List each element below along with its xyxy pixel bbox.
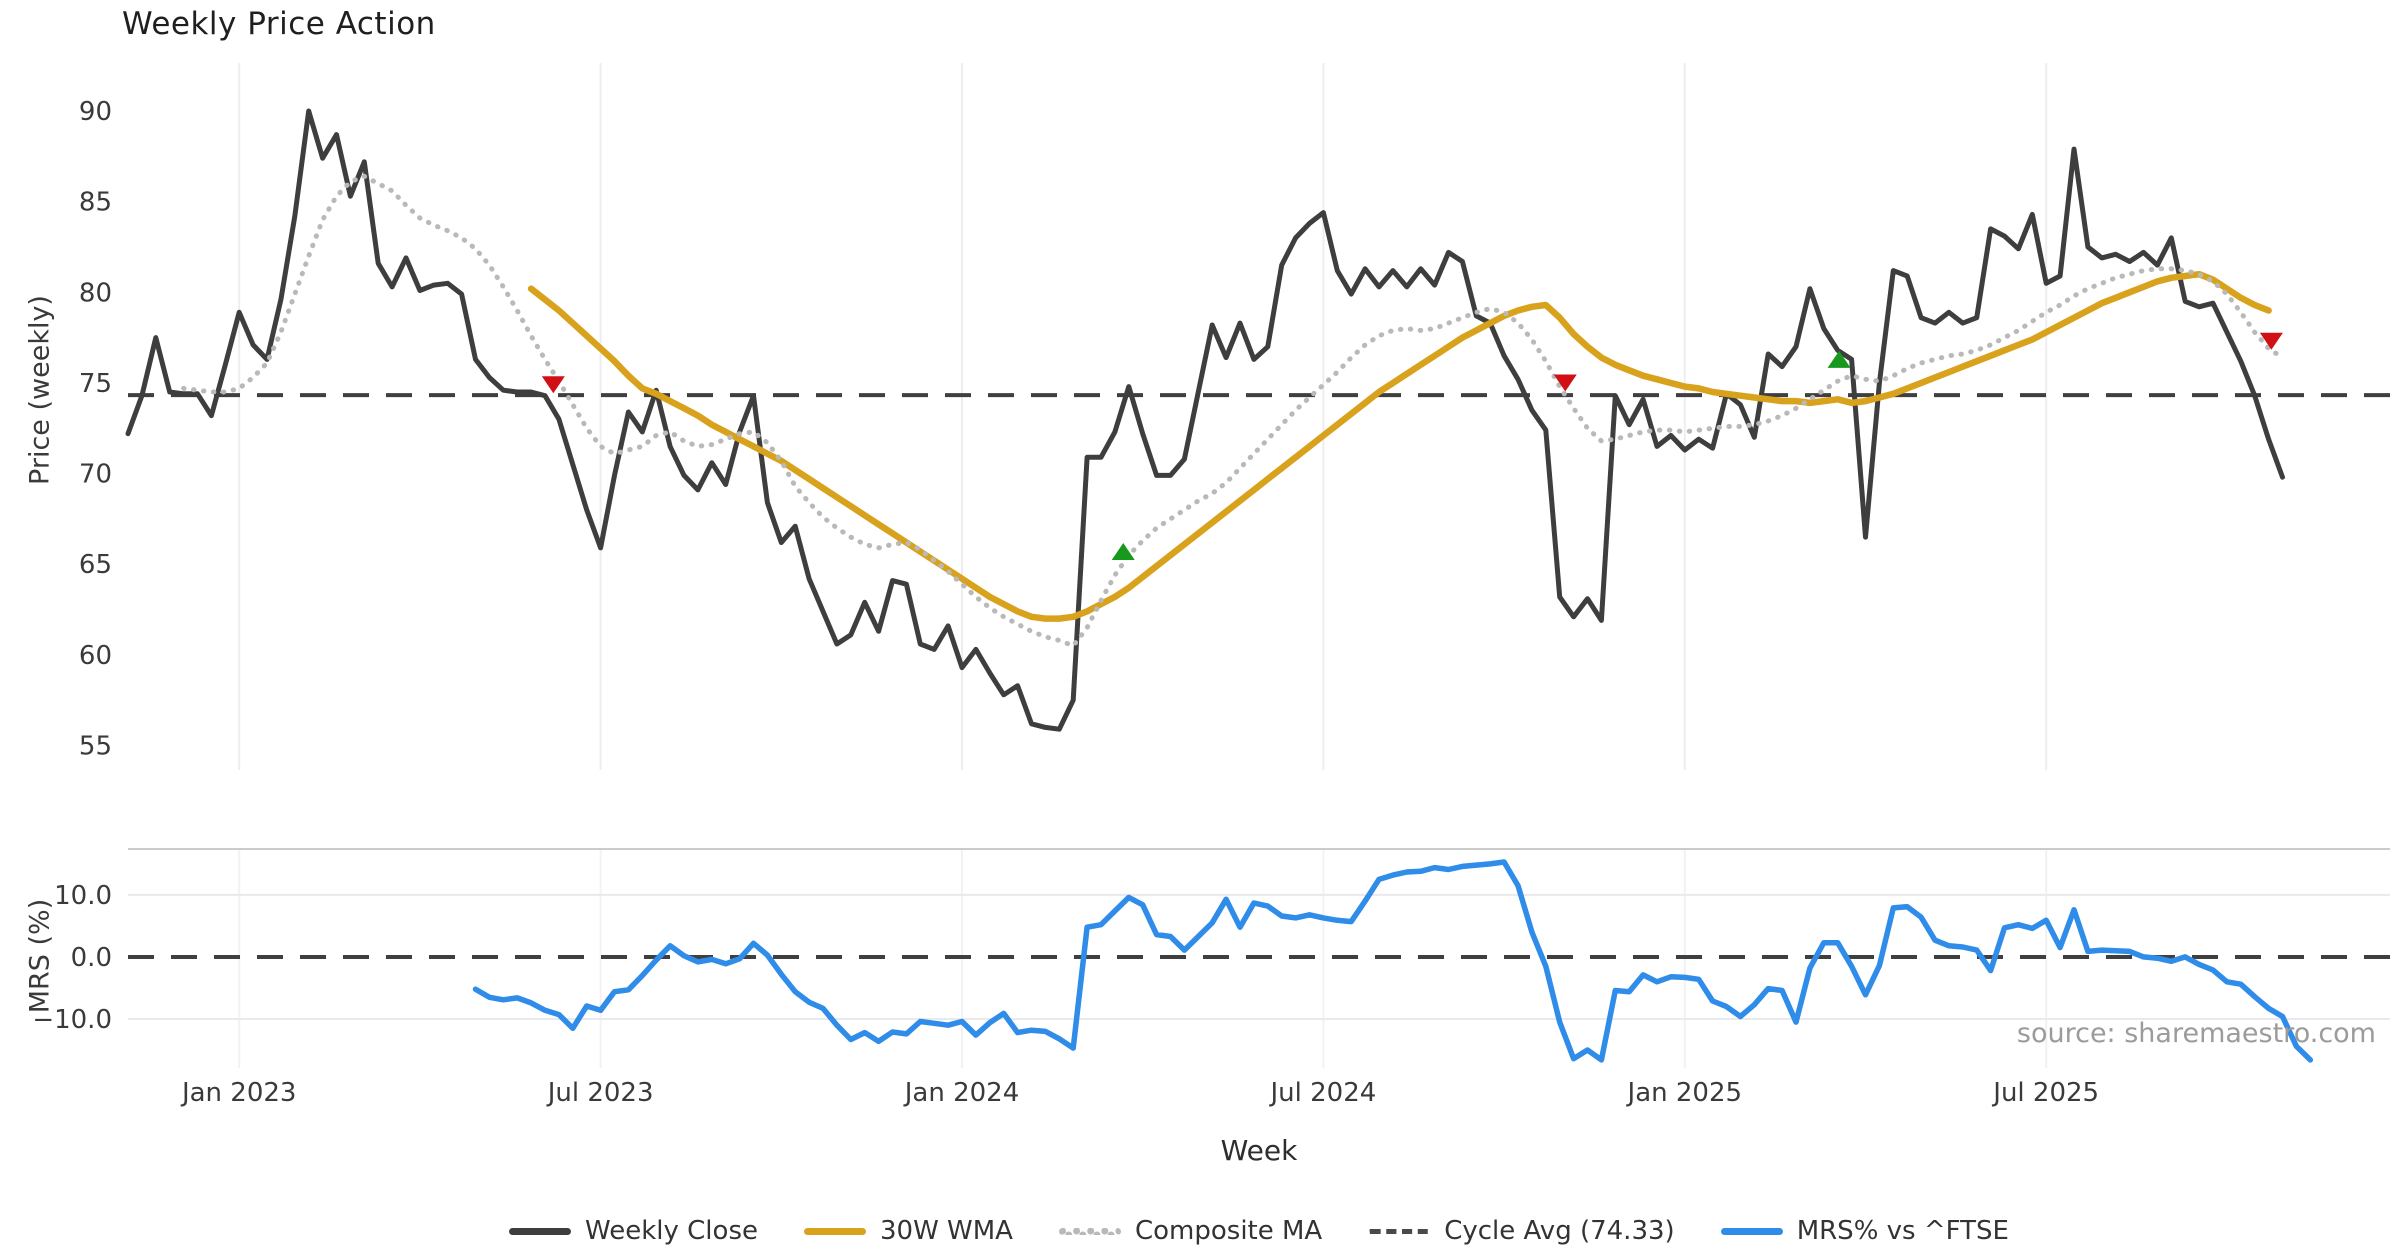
legend-item: 30W WMA	[803, 1216, 1013, 1246]
price-tick-label: 70	[79, 460, 112, 490]
price-tick-label: 80	[79, 278, 112, 308]
series-mrs-vs-ftse	[472, 859, 2314, 1063]
chart-title: Weekly Price Action	[122, 6, 436, 42]
legend-item: Cycle Avg (74.33)	[1368, 1216, 1675, 1246]
legend-label: 30W WMA	[879, 1216, 1013, 1246]
price-tick-label: 75	[79, 369, 112, 399]
legend-label: Weekly Close	[585, 1216, 758, 1246]
legend-swatch-dashed	[1368, 1228, 1431, 1234]
series-composite-ma	[181, 173, 2285, 649]
series-weekly-close	[125, 108, 2285, 732]
legend-label: Composite MA	[1134, 1216, 1323, 1246]
legend-label: Cycle Avg (74.33)	[1444, 1216, 1675, 1246]
price-tick-label: 65	[79, 550, 112, 580]
price-tick-label: 60	[79, 641, 112, 671]
price-tick-label: 55	[79, 732, 112, 762]
x-axis-label: Week	[1220, 1134, 1298, 1167]
mrs-tick-label: −10.0	[32, 1005, 112, 1035]
mrs-axis-label: MRS (%)	[24, 898, 56, 1014]
price-tick-label: 85	[79, 188, 112, 218]
mrs-tick-label: 0.0	[71, 943, 112, 973]
x-tick-label: Jan 2024	[903, 1078, 1020, 1108]
legend-swatch-solid	[1720, 1227, 1783, 1235]
legend-item: Composite MA	[1058, 1216, 1323, 1246]
x-tick-label: Jan 2025	[1626, 1078, 1743, 1108]
legend-label: MRS% vs ^FTSE	[1796, 1216, 2009, 1246]
x-tick-label: Jul 2025	[1991, 1078, 2099, 1108]
sell-signal-marker	[2259, 332, 2283, 350]
series-30w-wma	[527, 270, 2272, 622]
x-tick-label: Jan 2023	[180, 1078, 297, 1108]
legend-item: MRS% vs ^FTSE	[1720, 1216, 2009, 1246]
buy-signal-marker	[1827, 350, 1851, 368]
legend-item: Weekly Close	[509, 1216, 758, 1246]
x-tick-label: Jul 2024	[1268, 1078, 1376, 1108]
sell-signal-marker	[541, 376, 565, 394]
price-axis-label: Price (weekly)	[24, 295, 56, 485]
mrs-tick-label: 10.0	[54, 881, 112, 911]
sell-signal-marker	[1553, 374, 1577, 392]
legend-swatch-solid	[803, 1227, 866, 1235]
x-tick-label: Jul 2023	[546, 1078, 654, 1108]
source-watermark: source: sharemaestro.com	[2016, 1018, 2376, 1049]
legend-swatch-dotted	[1058, 1227, 1121, 1235]
buy-signal-marker	[1111, 543, 1135, 561]
legend: Weekly Close 30W WMA Composite MA Cycle Avg…	[128, 1216, 2390, 1246]
price-tick-label: 90	[79, 97, 112, 127]
legend-swatch-solid	[509, 1227, 572, 1235]
